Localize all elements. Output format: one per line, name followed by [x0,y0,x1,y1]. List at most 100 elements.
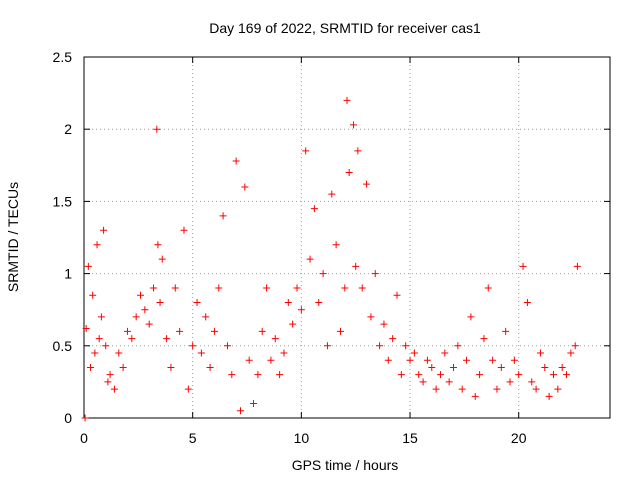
data-point [393,291,401,299]
data-point [306,255,314,263]
data-point [158,255,166,263]
data-point [528,378,536,386]
data-point [463,356,471,364]
data-point [328,190,336,198]
data-point [523,298,531,306]
x-tick-label: 20 [511,430,527,446]
data-point [197,349,205,357]
data-point [506,378,514,386]
data-point [219,212,227,220]
data-point [241,183,249,191]
data-point [397,371,405,379]
data-point [376,342,384,350]
data-point [236,407,244,415]
data-point [432,385,440,393]
data-point [263,284,271,292]
data-point [515,371,523,379]
data-point [154,241,162,249]
data-point [189,342,197,350]
y-tick-label: 2.5 [53,49,73,65]
data-point [384,356,392,364]
y-tick-label: 1.5 [53,193,73,209]
data-point [415,371,423,379]
data-point [371,270,379,278]
data-point [476,371,484,379]
data-point [380,320,388,328]
data-point [276,371,284,379]
data-point [489,356,497,364]
data-point [97,313,105,321]
data-point [110,385,118,393]
data-point [123,327,131,335]
y-tick-label: 0.5 [53,338,73,354]
y-tick-label: 2 [64,121,72,137]
data-point [545,392,553,400]
data-point [536,349,544,357]
data-point [345,169,353,177]
grid [84,57,610,418]
x-axis-label: GPS time / hours [292,457,399,473]
data-point [271,335,279,343]
data-point [519,262,527,270]
data-point [81,414,89,422]
data-point [102,342,110,350]
data-point [319,270,327,278]
data-point [554,385,562,393]
data-point [95,335,103,343]
data-point [563,371,571,379]
data-point [450,363,458,371]
data-point [350,121,358,129]
data-point [176,327,184,335]
chart-title: Day 169 of 2022, SRMTID for receiver cas… [209,20,481,36]
data-point [119,363,127,371]
data-point [91,349,99,357]
data-point [341,284,349,292]
data-point [573,262,581,270]
data-point [145,320,153,328]
data-point [302,147,310,155]
data-point [402,342,410,350]
x-tick-label: 10 [294,430,310,446]
data-point [352,262,360,270]
data-point [471,392,479,400]
data-point [184,385,192,393]
axis-ticks: 0 0.5 1 1.5 2 2.5 0 5 10 15 20 [53,49,610,446]
data-point [141,306,149,314]
data-point [132,313,140,321]
data-point [445,378,453,386]
data-point [558,363,566,371]
data-point [100,226,108,234]
data-point [510,356,518,364]
data-point [343,96,351,104]
data-point [193,298,201,306]
data-point [215,284,223,292]
data-point [428,363,436,371]
data-point [571,342,579,350]
data-point [406,356,414,364]
data-point [502,327,510,335]
data-point [454,342,462,350]
data-point [223,342,231,350]
data-point [423,356,431,364]
data-point [267,356,275,364]
data-point [310,205,318,213]
x-tick-label: 0 [80,430,88,446]
y-tick-label: 1 [64,266,72,282]
data-point [202,313,210,321]
data-point [354,147,362,155]
data-point [106,371,114,379]
data-point [467,313,475,321]
data-point [323,342,331,350]
data-point [156,298,164,306]
data-point [228,371,236,379]
data-point [567,349,575,357]
data-points [81,96,581,422]
data-point [93,241,101,249]
plot-frame [83,56,611,419]
data-point [332,241,340,249]
data-point [280,349,288,357]
data-point [493,385,501,393]
data-point [410,349,418,357]
data-point [210,327,218,335]
